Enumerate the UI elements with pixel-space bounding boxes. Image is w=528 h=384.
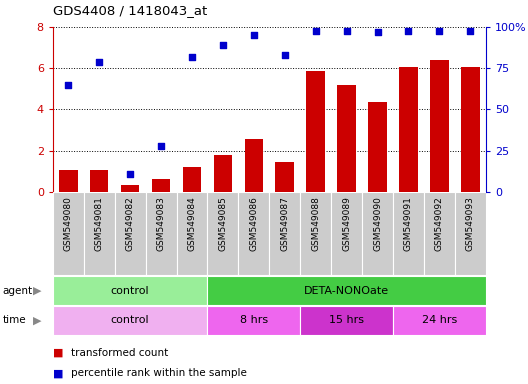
Point <box>404 28 413 34</box>
Point <box>126 171 134 177</box>
Text: transformed count: transformed count <box>71 348 168 358</box>
Bar <box>300 306 393 335</box>
Text: percentile rank within the sample: percentile rank within the sample <box>71 368 247 378</box>
Text: GSM549082: GSM549082 <box>126 196 135 251</box>
Point <box>466 28 475 34</box>
Bar <box>176 192 208 275</box>
Point <box>342 28 351 34</box>
Point <box>95 58 103 65</box>
Text: 8 hrs: 8 hrs <box>240 315 268 326</box>
Bar <box>53 306 208 335</box>
Bar <box>368 102 387 192</box>
Point <box>219 42 227 48</box>
Text: GDS4408 / 1418043_at: GDS4408 / 1418043_at <box>53 4 207 17</box>
Text: ▶: ▶ <box>33 315 41 326</box>
Text: GSM549087: GSM549087 <box>280 196 289 251</box>
Text: control: control <box>111 315 149 326</box>
Text: time: time <box>3 315 26 326</box>
Point <box>188 53 196 60</box>
Text: GSM549089: GSM549089 <box>342 196 351 251</box>
Text: DETA-NONOate: DETA-NONOate <box>304 286 389 296</box>
Bar <box>399 67 418 192</box>
Text: GSM549088: GSM549088 <box>311 196 320 251</box>
Bar <box>183 167 201 192</box>
Point <box>373 29 382 35</box>
Text: control: control <box>111 286 149 296</box>
Bar <box>214 155 232 192</box>
Bar <box>208 276 486 305</box>
Text: ■: ■ <box>53 348 63 358</box>
Bar <box>276 162 294 192</box>
Bar <box>115 192 146 275</box>
Bar <box>337 85 356 192</box>
Text: 24 hrs: 24 hrs <box>422 315 457 326</box>
Bar <box>244 139 263 192</box>
Text: GSM549084: GSM549084 <box>187 196 196 251</box>
Text: ■: ■ <box>53 368 63 378</box>
Bar <box>90 170 108 192</box>
Point <box>312 28 320 34</box>
Bar <box>208 306 300 335</box>
Bar <box>430 60 449 192</box>
Bar <box>455 192 486 275</box>
Bar <box>306 71 325 192</box>
Text: GSM549083: GSM549083 <box>156 196 166 251</box>
Bar <box>53 192 84 275</box>
Text: GSM549080: GSM549080 <box>64 196 73 251</box>
Bar <box>59 170 78 192</box>
Bar <box>84 192 115 275</box>
Text: agent: agent <box>3 286 33 296</box>
Bar <box>269 192 300 275</box>
Point <box>280 52 289 58</box>
Bar <box>331 192 362 275</box>
Text: 15 hrs: 15 hrs <box>329 315 364 326</box>
Bar <box>362 192 393 275</box>
Point <box>64 82 72 88</box>
Bar <box>53 276 208 305</box>
Bar <box>208 192 238 275</box>
Text: ▶: ▶ <box>33 286 41 296</box>
Text: GSM549091: GSM549091 <box>404 196 413 251</box>
Point <box>435 28 444 34</box>
Text: GSM549086: GSM549086 <box>249 196 258 251</box>
Point <box>250 32 258 38</box>
Text: GSM549085: GSM549085 <box>219 196 228 251</box>
Bar <box>146 192 176 275</box>
Bar <box>121 185 139 192</box>
Bar <box>393 306 486 335</box>
Bar <box>393 192 424 275</box>
Bar <box>238 192 269 275</box>
Bar <box>461 67 479 192</box>
Bar <box>300 192 331 275</box>
Text: GSM549093: GSM549093 <box>466 196 475 251</box>
Text: GSM549090: GSM549090 <box>373 196 382 251</box>
Point <box>157 143 165 149</box>
Text: GSM549081: GSM549081 <box>95 196 103 251</box>
Bar <box>424 192 455 275</box>
Bar <box>152 179 171 192</box>
Text: GSM549092: GSM549092 <box>435 196 444 251</box>
